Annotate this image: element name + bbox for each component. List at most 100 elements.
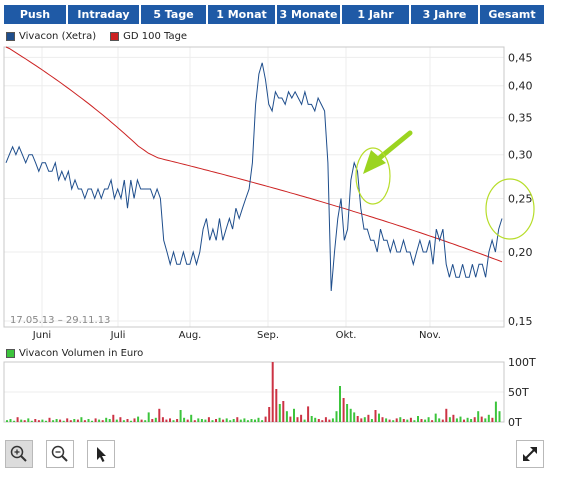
- volume-bar: [459, 416, 462, 422]
- price-grid: [4, 47, 504, 327]
- volume-bar: [285, 411, 288, 422]
- tab-1-monat[interactable]: 1 Monat: [208, 5, 277, 24]
- volume-bar: [388, 419, 391, 422]
- volume-bar: [69, 420, 72, 422]
- volume-bar: [303, 419, 306, 422]
- volume-bar: [424, 419, 427, 422]
- volume-bar: [23, 420, 26, 422]
- date-range-label: 17.05.13 – 29.11.13: [10, 315, 110, 326]
- annotation-arrow: [363, 130, 413, 174]
- volume-bar: [360, 418, 363, 422]
- volume-bar: [307, 406, 310, 422]
- volume-bar: [158, 408, 161, 422]
- fullscreen-button[interactable]: [516, 440, 544, 468]
- zoom-out-button[interactable]: [46, 440, 74, 468]
- volume-bar: [108, 419, 111, 422]
- price-legend: Vivacon (Xetra) GD 100 Tage: [6, 31, 201, 42]
- price-x-tick-label: Sep.: [257, 330, 279, 341]
- price-x-tick-label: Okt.: [336, 330, 357, 341]
- volume-bar: [98, 419, 101, 422]
- volume-bar: [431, 420, 434, 422]
- legend-swatch-gd: [110, 32, 120, 41]
- tab-gesamt[interactable]: Gesamt: [480, 5, 546, 24]
- zoom-in-button[interactable]: [5, 440, 33, 468]
- volume-bar: [293, 408, 295, 422]
- volume-bar: [321, 420, 324, 422]
- price-x-tick-label: Juni: [32, 330, 51, 341]
- volume-bar: [268, 407, 271, 422]
- price-x-tick-label: Aug.: [179, 330, 202, 341]
- price-x-tick-label: Nov.: [419, 330, 441, 341]
- volume-bar: [236, 417, 239, 422]
- volume-bar: [385, 418, 388, 422]
- volume-bar: [349, 408, 352, 422]
- volume-bar: [452, 414, 455, 422]
- price-y-tick-label: 0,15: [508, 315, 533, 328]
- volume-bar: [225, 418, 228, 422]
- fullscreen-icon: [523, 447, 537, 461]
- volume-bar: [342, 398, 345, 422]
- volume-bar: [13, 420, 16, 422]
- volume-bar: [261, 420, 264, 422]
- tab-5-tage[interactable]: 5 Tage: [141, 5, 208, 24]
- volume-bar: [179, 410, 182, 422]
- volume-grid: [4, 361, 504, 393]
- legend-item-volume: Vivacon Volumen in Euro: [6, 348, 143, 359]
- tab-3-jahre[interactable]: 3 Jahre: [411, 5, 480, 24]
- volume-bar: [144, 420, 147, 422]
- volume-bar: [9, 419, 12, 422]
- annotation-circle-october: [355, 147, 391, 205]
- volume-bar: [300, 414, 303, 422]
- volume-bars: [6, 362, 501, 422]
- volume-bar: [6, 420, 8, 422]
- tab-push[interactable]: Push: [4, 5, 68, 24]
- volume-bar: [466, 417, 469, 422]
- zoom-in-icon: [10, 445, 27, 462]
- volume-bar: [20, 419, 23, 422]
- volume-bar: [275, 389, 278, 422]
- volume-bar: [30, 420, 33, 422]
- volume-bar: [215, 419, 217, 422]
- volume-bar: [331, 418, 334, 422]
- volume-bar: [406, 419, 409, 422]
- volume-bar: [66, 418, 69, 422]
- volume-bar: [374, 410, 377, 422]
- volume-bar: [161, 417, 164, 422]
- price-y-axis: 0,45 0,40 0,35 0,30 0,25 0,20 0,15: [508, 51, 533, 328]
- tab-intraday[interactable]: Intraday: [68, 5, 141, 24]
- volume-bar: [232, 419, 235, 422]
- volume-bar: [491, 417, 494, 422]
- volume-bar: [434, 413, 437, 422]
- volume-bar: [91, 420, 93, 422]
- volume-bar: [165, 419, 168, 422]
- volume-bar: [473, 417, 476, 422]
- pointer-button[interactable]: [87, 440, 115, 468]
- volume-bar: [420, 419, 423, 422]
- volume-bar: [413, 420, 416, 422]
- volume-bar: [271, 362, 274, 422]
- volume-bar: [45, 420, 47, 422]
- volume-bar: [154, 417, 157, 422]
- legend-swatch-price: [6, 32, 15, 41]
- volume-bar: [55, 419, 58, 422]
- volume-bar: [395, 418, 398, 422]
- volume-bar: [278, 404, 281, 422]
- volume-bar: [186, 419, 189, 422]
- volume-bar: [122, 420, 125, 422]
- volume-bar: [101, 420, 104, 422]
- tab-1-jahr[interactable]: 1 Jahr: [342, 5, 411, 24]
- tab-3-monate[interactable]: 3 Monate: [277, 5, 342, 24]
- volume-bar: [257, 417, 260, 422]
- volume-y-tick-label: 50T: [508, 386, 529, 399]
- volume-bar: [378, 413, 380, 422]
- volume-bar: [246, 420, 249, 422]
- volume-bar: [289, 416, 292, 422]
- volume-bar: [314, 417, 317, 422]
- volume-bar: [137, 416, 140, 422]
- volume-bar: [229, 420, 232, 422]
- volume-bar: [190, 414, 193, 422]
- volume-bar: [346, 404, 349, 422]
- volume-bar: [324, 417, 327, 422]
- legend-item-price: Vivacon (Xetra): [6, 31, 96, 42]
